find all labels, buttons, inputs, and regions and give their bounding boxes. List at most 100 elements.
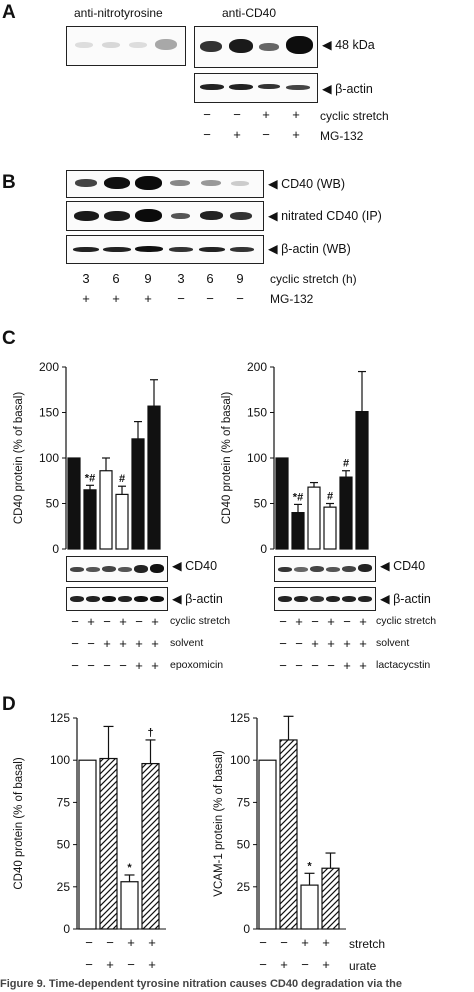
panel-a-title-right: anti-CD40 xyxy=(222,6,277,20)
sign: + xyxy=(359,658,367,673)
sign: − xyxy=(87,636,95,651)
triangle-left-icon: ◀ xyxy=(380,592,394,606)
sign: + xyxy=(327,636,335,651)
significance-label: *# xyxy=(85,472,95,484)
panel-a-row2-label: MG-132 xyxy=(320,129,364,143)
chart-d-left: 0 25 50 75 100 125 CD40 protein (% of basal) * † xyxy=(13,711,166,936)
panel-c-right-cd40-label: ◀ CD40 xyxy=(380,559,426,573)
bar xyxy=(99,470,113,550)
sign: − xyxy=(106,935,114,950)
sign: + xyxy=(292,127,300,142)
triangle-left-icon: ◀ xyxy=(172,592,186,606)
panel-b-row1-label: cyclic stretch (h) xyxy=(270,272,357,286)
panel-a-row1-label: cyclic stretch xyxy=(320,109,389,123)
sign: + xyxy=(280,957,288,972)
bar xyxy=(83,489,97,550)
time-value: 9 xyxy=(236,271,244,286)
y-tick-label: 75 xyxy=(237,795,251,809)
y-tick-label: 200 xyxy=(39,360,59,374)
y-tick-label: 75 xyxy=(57,795,71,809)
time-value: 6 xyxy=(206,271,214,286)
sign: + xyxy=(322,935,330,950)
sign: − xyxy=(85,935,93,950)
sign: + xyxy=(106,957,114,972)
y-tick-label: 150 xyxy=(39,406,59,420)
sign: − xyxy=(203,127,211,142)
bar xyxy=(99,757,118,930)
sign: − xyxy=(327,658,335,673)
sign: + xyxy=(87,614,95,629)
panel-c-right-actin-label: ◀ β-actin xyxy=(380,592,431,606)
sign: + xyxy=(311,636,319,651)
y-axis-label: CD40 protein (% of basal) xyxy=(13,757,25,889)
sign: − xyxy=(71,636,79,651)
sign: − xyxy=(71,658,79,673)
chart-c-right: 0 50 100 150 200 CD40 protein (% of basal) *# #… xyxy=(221,360,369,556)
y-tick-label: 50 xyxy=(46,497,60,511)
sign: + xyxy=(301,935,309,950)
time-value: 9 xyxy=(144,271,152,286)
y-tick-label: 100 xyxy=(230,753,250,767)
panel-b-blot-nitrated xyxy=(66,201,264,231)
sign: − xyxy=(295,636,303,651)
panel-b-blot-cd40 xyxy=(66,170,264,198)
bar xyxy=(279,739,298,930)
sign: + xyxy=(359,614,367,629)
y-tick-label: 0 xyxy=(243,922,250,936)
sign: − xyxy=(279,658,287,673)
panel-c-letter: C xyxy=(2,328,16,349)
chart-d-right: 0 25 50 75 100 125 VCAM-1 protein (% of basal)… xyxy=(213,711,346,936)
sign: + xyxy=(151,614,159,629)
bar xyxy=(323,506,337,550)
panel-c-left-row-label: solvent xyxy=(170,637,204,649)
panel-c-right-row-label: solvent xyxy=(376,637,410,649)
significance-label: *# xyxy=(293,491,303,503)
sign: + xyxy=(151,636,159,651)
panel-c-left-actin-label: ◀ β-actin xyxy=(172,592,223,606)
sign: − xyxy=(103,614,111,629)
sign: + xyxy=(343,658,351,673)
panel-a-letter: A xyxy=(2,2,16,23)
time-value: 3 xyxy=(177,271,185,286)
sign: − xyxy=(177,291,185,306)
panel-c-right-row-label: cyclic stretch xyxy=(376,615,437,627)
panel-b-blot-actin xyxy=(66,235,264,264)
time-value: 6 xyxy=(112,271,120,286)
significance-label: * xyxy=(127,862,132,874)
y-tick-label: 0 xyxy=(260,542,267,556)
significance-label: # xyxy=(119,473,125,485)
panel-c-left-row-label: cyclic stretch xyxy=(170,615,231,627)
y-tick-label: 0 xyxy=(52,542,59,556)
sign: − xyxy=(311,658,319,673)
sign: + xyxy=(119,614,127,629)
y-tick-label: 100 xyxy=(39,451,59,465)
sign: + xyxy=(343,636,351,651)
bar xyxy=(67,457,81,550)
panel-c-right-row-label: lactacycstin xyxy=(376,659,431,671)
bar xyxy=(291,512,305,550)
panel-a-actin-label: ◀ β-actin xyxy=(322,82,373,96)
y-axis-label: VCAM-1 protein (% of basal) xyxy=(213,750,225,897)
panel-b-letter: B xyxy=(2,172,16,193)
sign: + xyxy=(295,614,303,629)
y-tick-label: 200 xyxy=(247,360,267,374)
sign: + xyxy=(359,636,367,651)
significance-label: * xyxy=(307,860,312,872)
sign: + xyxy=(148,957,156,972)
panel-c-left-cd40-label: ◀ CD40 xyxy=(172,559,218,573)
triangle-left-icon: ◀ xyxy=(268,209,282,223)
y-tick-label: 50 xyxy=(254,497,268,511)
panel-a-title-left: anti-nitrotyrosine xyxy=(74,6,163,20)
y-tick-label: 100 xyxy=(50,753,70,767)
sign: + xyxy=(112,291,120,306)
sign: − xyxy=(301,957,309,972)
sign: − xyxy=(233,107,241,122)
sign: − xyxy=(280,935,288,950)
sign: + xyxy=(135,636,143,651)
sign: + xyxy=(82,291,90,306)
bar xyxy=(275,457,289,550)
y-tick-label: 50 xyxy=(57,838,71,852)
panel-d-row1-label: stretch xyxy=(349,937,386,951)
sign: − xyxy=(279,614,287,629)
sign: + xyxy=(233,127,241,142)
